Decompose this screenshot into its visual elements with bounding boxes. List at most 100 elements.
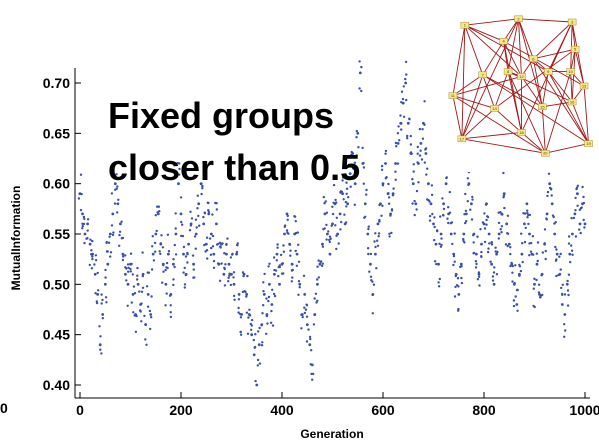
scatter-cloud-dot: [257, 330, 260, 333]
scatter-cloud-dot: [464, 221, 467, 225]
scatter-cloud-dot: [415, 189, 419, 193]
scatter-cloud-dot: [260, 324, 263, 327]
network-edge: [533, 48, 576, 60]
scatter-cloud-dot: [381, 184, 385, 187]
scatter-cloud-dot: [555, 248, 558, 251]
scatter-cloud-dot: [104, 276, 107, 279]
data-point: [101, 313, 105, 316]
scatter-cloud-dot: [406, 137, 409, 140]
scatter-cloud-dot: [200, 192, 203, 196]
scatter-cloud-dot: [491, 279, 495, 282]
scatter-cloud-dot: [135, 314, 138, 318]
scatter-cloud-dot: [335, 247, 338, 251]
scatter-cloud-dot: [277, 274, 280, 278]
scatter-cloud-dot: [186, 252, 189, 256]
scatter-cloud-dot: [362, 182, 365, 185]
data-point: [528, 232, 531, 236]
scatter-cloud-dot: [141, 286, 145, 289]
scatter-cloud-dot: [426, 198, 429, 201]
data-point: [411, 182, 415, 186]
data-point: [492, 282, 496, 286]
network-node-label: 15: [540, 104, 545, 109]
data-point: [245, 293, 249, 296]
network-node-label: 1: [464, 23, 467, 28]
scatter-cloud-dot: [297, 260, 301, 263]
scatter-cloud-dot: [564, 329, 567, 332]
data-point: [348, 172, 352, 176]
scatter-cloud-dot: [488, 242, 491, 245]
scatter-cloud-dot: [82, 215, 86, 219]
network-edge: [503, 18, 519, 42]
scatter-cloud-dot: [476, 235, 479, 238]
scatter-cloud-dot: [374, 245, 377, 249]
data-point: [520, 252, 524, 256]
scatter-cloud-dot: [263, 272, 266, 276]
network-node: [460, 21, 470, 29]
data-point: [232, 282, 236, 286]
scatter-cloud-dot: [290, 280, 293, 283]
scatter-cloud-dot: [438, 242, 441, 245]
scatter-cloud-dot: [387, 196, 391, 199]
scatter-cloud-dot: [399, 114, 402, 117]
scatter-cloud-dot: [544, 257, 547, 261]
scatter-cloud-dot: [578, 228, 581, 231]
data-point: [548, 182, 552, 186]
scatter-cloud-dot: [367, 227, 370, 231]
scatter-cloud-dot: [107, 241, 111, 244]
data-point: [257, 343, 261, 347]
scatter-cloud-dot: [521, 260, 524, 264]
scatter-cloud-dot: [271, 324, 275, 327]
scatter-cloud-dot: [510, 261, 513, 265]
scatter-cloud-dot: [329, 237, 332, 240]
scatter-cloud-dot: [555, 274, 558, 278]
scatter-cloud-dot: [224, 263, 227, 266]
scatter-cloud-dot: [378, 218, 381, 222]
scatter-cloud-dot: [409, 134, 412, 138]
scatter-cloud-dot: [88, 263, 92, 267]
scatter-cloud-dot: [494, 246, 497, 249]
scatter-cloud-dot: [193, 235, 197, 238]
scatter-cloud-dot: [260, 344, 264, 347]
scatter-cloud-dot: [298, 286, 301, 289]
scatter-cloud-dot: [172, 283, 175, 287]
scatter-cloud-dot: [155, 229, 158, 233]
scatter-cloud-dot: [173, 243, 176, 247]
scatter-cloud-dot: [228, 274, 231, 277]
scatter-cloud-dot: [241, 290, 245, 294]
scatter-cloud-dot: [290, 269, 294, 272]
scatter-cloud-dot: [433, 225, 436, 229]
scatter-cloud-dot: [483, 227, 487, 230]
scatter-cloud-dot: [120, 220, 123, 223]
scatter-cloud-dot: [305, 304, 309, 307]
network-edge: [452, 95, 495, 109]
scatter-cloud-dot: [110, 224, 114, 227]
scatter-cloud-dot: [206, 201, 209, 204]
data-point: [83, 232, 87, 236]
scatter-cloud-dot: [140, 302, 143, 305]
scatter-cloud-dot: [532, 287, 535, 290]
scatter-cloud-dot: [226, 237, 229, 240]
network-edge: [532, 58, 543, 107]
scatter-cloud-dot: [460, 276, 463, 280]
data-point: [507, 242, 511, 246]
scatter-cloud-dot: [387, 192, 390, 195]
scatter-cloud-dot: [109, 255, 112, 258]
scatter-cloud-dot: [485, 223, 488, 226]
scatter-cloud-dot: [285, 229, 289, 232]
scatter-cloud-dot: [419, 149, 422, 152]
data-point: [235, 252, 239, 256]
data-point: [444, 182, 448, 186]
y-axis-title: MutualInformation: [9, 186, 23, 291]
scatter-cloud-dot: [509, 252, 512, 256]
scatter-cloud-dot: [184, 255, 188, 258]
scatter-cloud-dot: [369, 275, 373, 278]
scatter-cloud-dot: [349, 185, 352, 188]
scatter-cloud-dot: [129, 270, 132, 273]
scatter-cloud-dot: [156, 211, 159, 214]
scatter-cloud-dot: [201, 187, 204, 190]
scatter-cloud-dot: [265, 297, 268, 300]
network-node: [448, 92, 458, 99]
scatter-cloud-dot: [283, 224, 287, 227]
scatter-cloud-dot: [546, 190, 550, 194]
